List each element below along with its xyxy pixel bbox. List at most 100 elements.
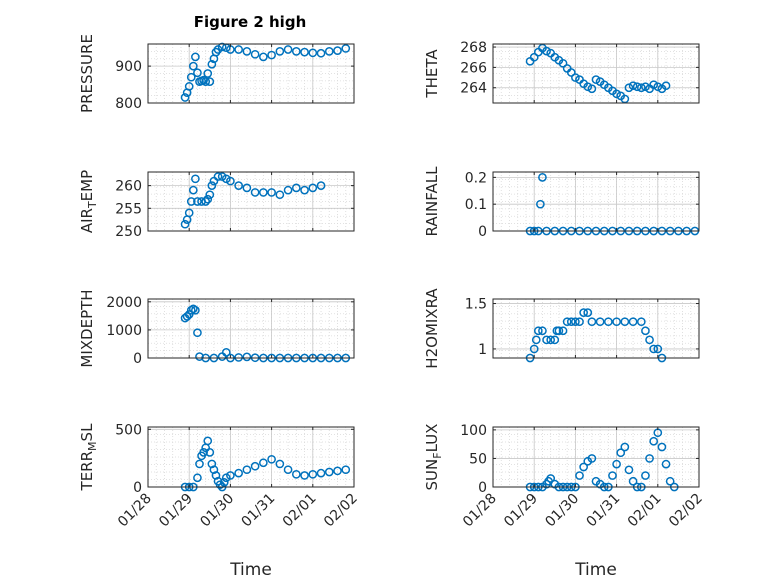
data-point xyxy=(612,317,621,327)
y-label-part: SUN xyxy=(423,459,441,491)
data-point xyxy=(193,473,202,483)
subplot-3: 250 255 260 AIRTEMP xyxy=(78,170,355,240)
data-point xyxy=(661,459,671,469)
data-point xyxy=(207,59,217,69)
data-point xyxy=(195,352,204,361)
y-tick-label: 1.5 xyxy=(465,297,487,313)
x-tick-label: 01/29 xyxy=(501,491,541,531)
y-tick-label: 800 xyxy=(115,96,142,112)
data-point xyxy=(531,335,541,345)
data-point xyxy=(300,185,309,195)
data-point xyxy=(191,52,200,62)
data-point xyxy=(209,465,219,475)
data-point xyxy=(529,344,539,354)
data-point xyxy=(291,47,301,56)
y-tick-label: 2000 xyxy=(106,295,142,311)
data-point xyxy=(259,458,268,468)
data-point xyxy=(186,197,196,206)
y-tick-label: 50 xyxy=(469,451,487,467)
data-point xyxy=(529,52,539,62)
data-point xyxy=(234,353,243,362)
y-tick-label: 260 xyxy=(115,179,142,195)
data-point xyxy=(333,466,342,476)
data-point xyxy=(533,326,543,336)
data-point xyxy=(324,467,334,477)
data-point xyxy=(579,308,588,317)
data-point xyxy=(649,80,659,90)
data-point xyxy=(333,46,342,55)
y-tick-label: 100 xyxy=(460,423,487,439)
data-point xyxy=(226,176,235,186)
data-point xyxy=(201,77,211,86)
data-point xyxy=(641,326,650,336)
data-point xyxy=(195,459,204,469)
data-point xyxy=(291,183,301,193)
data-point xyxy=(226,471,235,480)
data-point xyxy=(207,459,217,469)
x-tick-label: 02/01 xyxy=(625,491,665,531)
data-point xyxy=(188,185,198,195)
data-point xyxy=(188,61,198,71)
data-point xyxy=(283,185,293,195)
data-point xyxy=(199,448,208,457)
x-tick-label: 01/31 xyxy=(239,491,279,531)
axes-box xyxy=(492,426,700,488)
y-label-part: LUX xyxy=(423,424,441,453)
data-point xyxy=(661,81,671,91)
data-point xyxy=(587,317,597,327)
data-point xyxy=(324,47,334,56)
y-tick-label: 264 xyxy=(460,81,487,97)
axes-box xyxy=(492,43,700,104)
x-tick-label: 01/29 xyxy=(156,491,196,531)
data-point xyxy=(308,48,318,58)
data-point xyxy=(612,459,621,469)
y-tick-label: 266 xyxy=(460,60,487,76)
data-point xyxy=(628,476,638,486)
subplot-4: 0 0.1 0.2 RAINFALL xyxy=(423,166,700,240)
data-point xyxy=(205,77,215,86)
x-tick-label: 01/28 xyxy=(115,491,155,531)
subplot-6: 1 1.5 H2OMIXRA xyxy=(423,288,700,369)
data-point xyxy=(583,308,593,317)
axes-box xyxy=(147,43,355,104)
y-tick-label: 0.2 xyxy=(465,170,487,186)
y-label-subscript: M xyxy=(86,441,99,451)
y-tick-label: 0.1 xyxy=(465,197,487,213)
data-point xyxy=(575,317,584,327)
y-axis-label: THETA xyxy=(423,49,441,99)
data-point xyxy=(267,50,276,60)
data-point xyxy=(550,335,560,345)
y-label-part: SL xyxy=(78,423,96,442)
data-point xyxy=(546,335,556,345)
data-point xyxy=(242,183,252,193)
data-point xyxy=(604,317,613,327)
data-point xyxy=(636,83,646,93)
subplot-7: 0 500 01/28 01/29 01/30 01/31 02/01 02/02 Time TE… xyxy=(78,422,361,580)
data-point xyxy=(542,335,551,345)
data-point xyxy=(199,75,208,85)
x-tick-label: 02/01 xyxy=(280,491,320,531)
data-point xyxy=(275,459,285,469)
x-tick-label: 01/30 xyxy=(197,491,237,531)
data-point xyxy=(250,461,260,471)
data-point xyxy=(641,82,650,92)
data-point xyxy=(184,208,194,218)
data-point xyxy=(649,436,659,446)
y-axis-label: MIXDEPTH xyxy=(78,289,96,367)
y-axis-label: RAINFALL xyxy=(423,166,441,237)
y-axis-label: H2OMIXRA xyxy=(423,288,441,369)
y-tick-label: 0 xyxy=(478,480,487,496)
y-axis-label: PRESSURE xyxy=(78,34,96,113)
data-point xyxy=(657,442,667,452)
data-point xyxy=(234,468,243,478)
data-point xyxy=(275,47,285,56)
data-point xyxy=(201,197,211,206)
data-point xyxy=(291,469,301,479)
data-point xyxy=(242,352,252,362)
data-point xyxy=(628,317,638,327)
y-axis-label: SUNFLUX xyxy=(423,424,444,491)
data-point xyxy=(628,81,638,91)
y-label-subscript: T xyxy=(86,201,99,209)
data-point xyxy=(203,69,213,78)
data-point xyxy=(184,82,194,91)
